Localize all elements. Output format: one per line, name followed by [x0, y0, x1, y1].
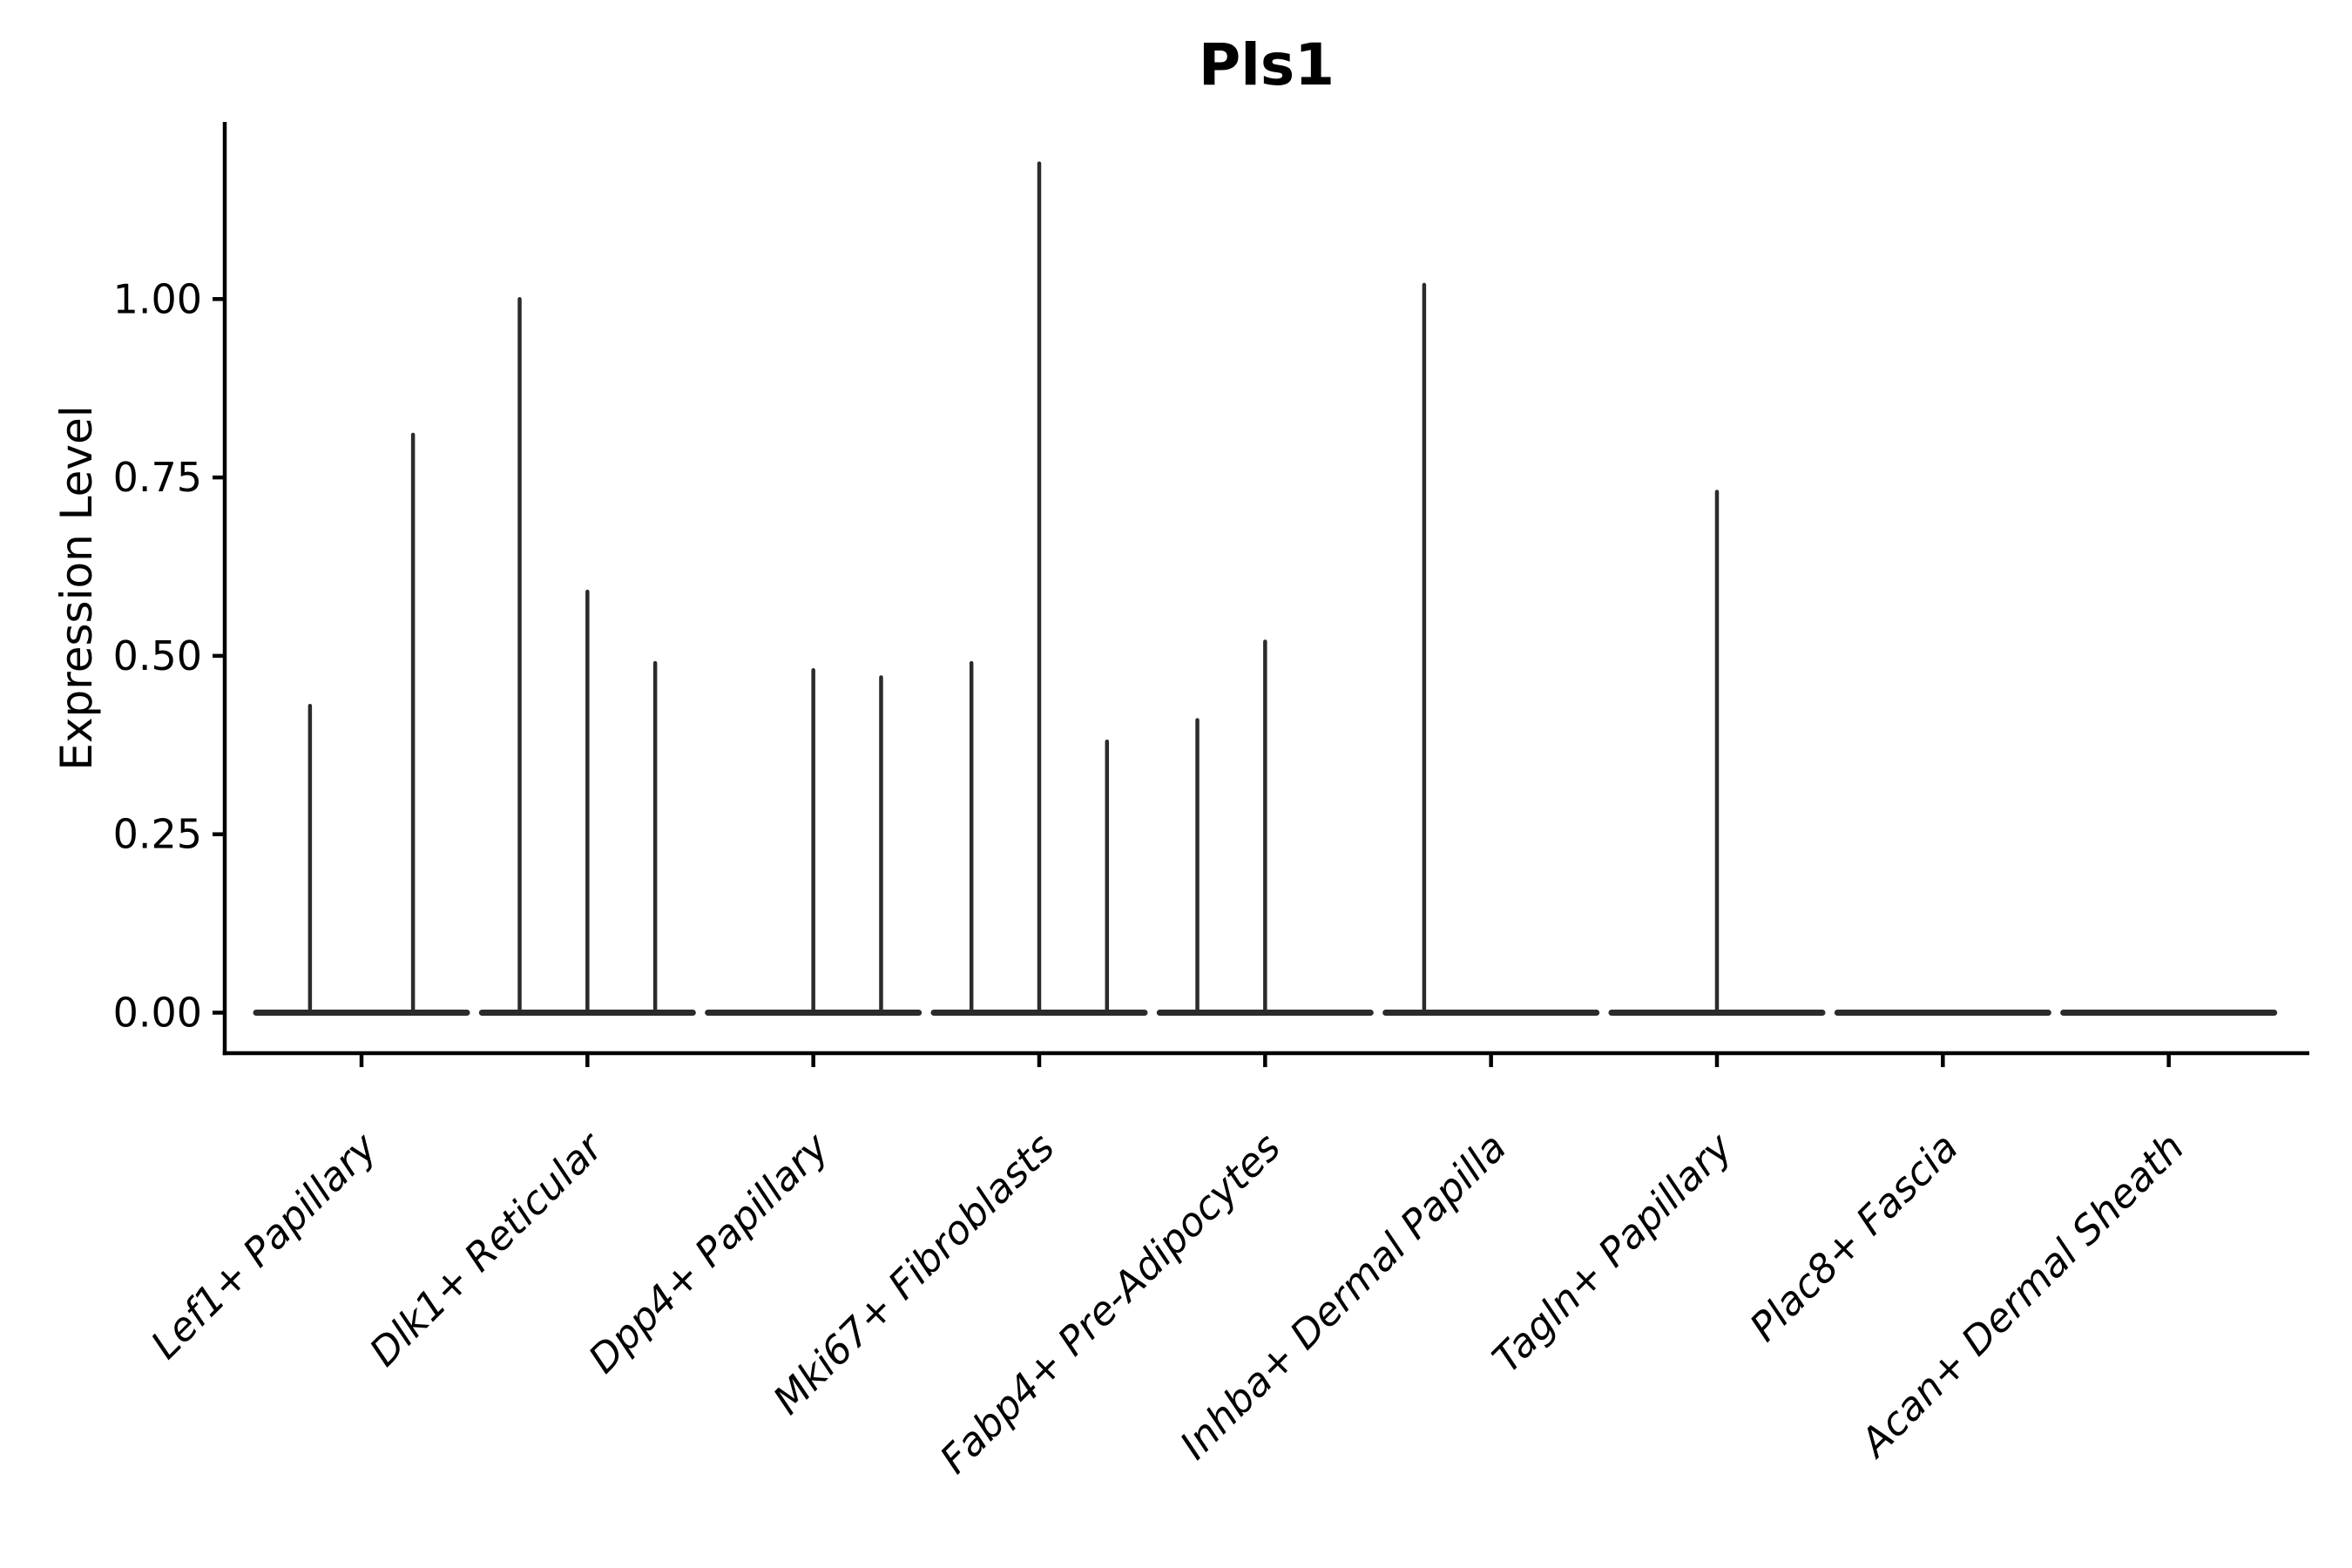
y-tick-label: 0.00 — [113, 990, 202, 1037]
y-tick-label: 0.50 — [113, 632, 202, 679]
x-category-label: Plac8+ Fascia — [1740, 1124, 1967, 1350]
chart-title: Pls1 — [1198, 31, 1335, 98]
x-category-label: Tagln+ Papillary — [1484, 1123, 1742, 1382]
y-tick-label: 0.25 — [113, 811, 202, 858]
y-tick-label: 1.00 — [113, 275, 202, 322]
x-category-label: Dlk1+ Reticular — [361, 1123, 613, 1375]
x-category-label: Lef1+ Papillary — [142, 1123, 387, 1368]
x-category-label: Dpp4+ Papillary — [579, 1123, 838, 1382]
y-tick-label: 0.75 — [113, 454, 202, 501]
